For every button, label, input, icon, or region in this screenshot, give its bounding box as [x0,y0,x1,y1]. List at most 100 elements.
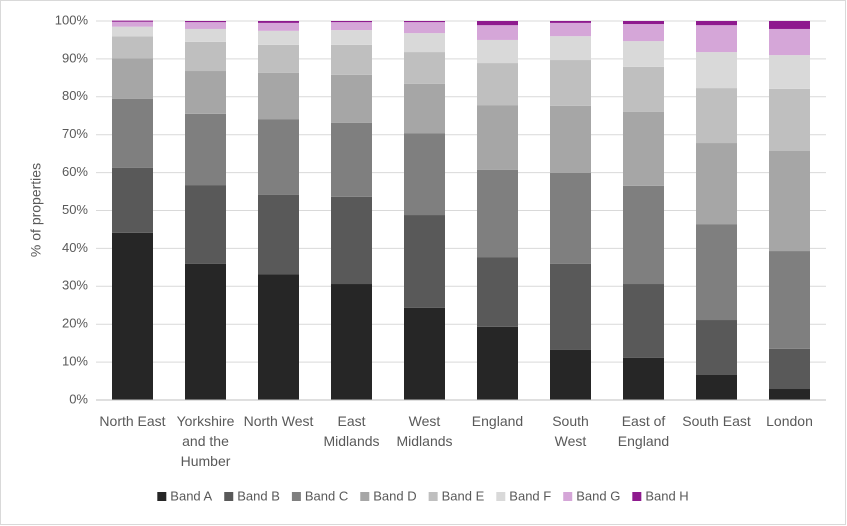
y-tick-label: 60% [62,164,88,179]
y-tick-label: 50% [62,202,88,217]
bar-segment [331,21,372,23]
bar-segment [623,284,664,358]
bar-segment [404,22,445,34]
legend-label: Band H [645,488,688,503]
legend-swatch [360,492,370,501]
bar-segment [696,320,737,375]
bar-segment [623,21,664,25]
bar-segment [477,326,518,400]
bar-segment [769,55,810,89]
y-tick-label: 30% [62,278,88,293]
bar-segment [696,52,737,89]
legend-swatch [224,492,234,501]
bar-segment [112,98,153,168]
bar-segment [258,119,299,195]
bar-segment [331,22,372,31]
bar-segment [477,105,518,170]
bar-segment [477,169,518,258]
y-tick-label: 10% [62,354,88,369]
bar-segment [769,251,810,349]
y-tick-label: 20% [62,316,88,331]
bar-segment [258,194,299,275]
legend-swatch [563,492,573,501]
y-tick-label: 40% [62,240,88,255]
legend-swatch [496,492,506,501]
bar-segment [769,88,810,151]
bar-segment [112,167,153,233]
x-tick-label: West Midlands [396,413,453,449]
bar-segment [185,28,226,42]
bar-segment [185,185,226,264]
bar-segment [258,21,299,23]
bar-segment [550,36,591,61]
bar-segment [185,41,226,72]
legend-swatch [632,492,642,501]
legend-label: Band A [170,488,212,503]
legend-label: Band C [305,488,348,503]
bar-segment [404,215,445,308]
legend-label: Band E [442,488,485,503]
bar-segment [112,58,153,99]
bar-segment [258,30,299,45]
bar-segment [185,21,226,23]
x-tick-label: North East [99,413,166,429]
bar-segment [696,143,737,225]
x-tick-label: London [766,413,813,429]
x-tick-label: East of England [617,413,670,449]
bar-segment [550,60,591,106]
bar-segment [623,357,664,400]
bar-segment [550,22,591,37]
bar-segment [477,39,518,64]
bar-segment [696,224,737,321]
bar-segment [477,257,518,327]
y-tick-label: 80% [62,88,88,103]
bar-segment [623,185,664,285]
legend-label: Band G [576,488,620,503]
bar-segment [331,30,372,45]
bar-segment [404,21,445,23]
legend-swatch [291,492,301,501]
x-tick-label: Yorkshire and the Humber [176,413,235,469]
bar-segment [112,20,153,22]
x-tick-label: South West [552,413,589,449]
bar-segment [623,24,664,42]
bar-segment [258,72,299,120]
legend-swatch [157,492,167,501]
bar-segment [112,21,153,27]
bar-segment [112,232,153,400]
bar-segment [769,348,810,390]
bar-segment [550,172,591,264]
bar-segment [696,21,737,26]
bar-segment [331,284,372,400]
bar-segment [769,21,810,29]
bar-segment [769,150,810,252]
legend-swatch [428,492,438,501]
bar-segment [258,22,299,31]
x-tick-label: North West [243,413,314,429]
bar-segment [331,74,372,123]
bar-segment [623,111,664,186]
bar-segment [331,122,372,197]
bar-segment [258,44,299,73]
bar-segment [550,263,591,350]
bar-segment [550,105,591,173]
bar-segment [550,349,591,400]
bar-segment [112,26,153,37]
bar-segment [185,263,226,400]
legend-label: Band D [373,488,416,503]
x-tick-label: East Midlands [323,413,380,449]
bar-segment [477,25,518,40]
bar-segment [623,66,664,112]
bar-segment [477,21,518,26]
bar-segment [769,389,810,400]
bar-segment [769,28,810,56]
bar-segment [550,21,591,23]
bar-segment [404,52,445,84]
bar-segment [404,133,445,216]
y-axis-label: % of properties [28,163,44,257]
bar-segment [185,113,226,186]
bar-segment [185,22,226,29]
bar-segment [404,33,445,53]
bar-segment [331,44,372,75]
y-tick-label: 0% [69,391,88,406]
